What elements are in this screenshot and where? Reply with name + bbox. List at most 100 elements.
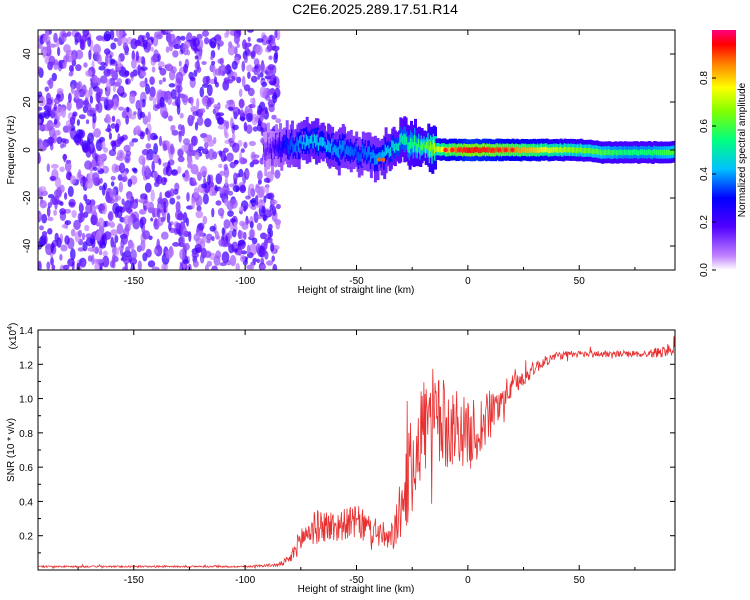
colorbar-tick-4: 0.8 — [699, 71, 710, 85]
noise-speckle — [114, 123, 120, 133]
noise-speckle — [207, 139, 215, 147]
noise-speckle — [53, 209, 57, 216]
noise-speckle — [247, 186, 251, 199]
noise-speckle — [104, 48, 111, 55]
noise-speckle — [154, 217, 158, 227]
top-xtick-1: -150 — [124, 276, 144, 287]
colorbar — [712, 30, 736, 270]
noise-speckle — [137, 260, 142, 270]
noise-speckle — [67, 123, 72, 134]
noise-speckle — [176, 195, 181, 200]
noise-speckle — [191, 115, 195, 121]
noise-speckle — [144, 165, 150, 173]
noise-speckle — [51, 163, 59, 169]
noise-speckle — [41, 213, 48, 224]
noise-speckle — [161, 176, 167, 186]
noise-speckle — [48, 55, 56, 66]
noise-speckle — [225, 120, 230, 130]
noise-speckle — [142, 230, 151, 240]
noise-speckle — [181, 94, 189, 103]
noise-speckle — [246, 30, 254, 33]
bottom-xlabel: Height of straight line (km) — [298, 584, 415, 595]
noise-speckle — [79, 137, 84, 146]
noise-speckle — [49, 175, 57, 181]
noise-speckle — [159, 96, 165, 108]
noise-speckle — [152, 35, 159, 47]
noise-speckle — [125, 246, 130, 253]
noise-speckle — [77, 212, 86, 223]
noise-speckle — [249, 229, 255, 239]
bottom-xtick-3: -50 — [349, 575, 364, 586]
noise-speckle — [130, 249, 137, 261]
noise-speckle — [179, 112, 184, 119]
noise-speckle — [192, 37, 200, 48]
noise-speckle — [90, 214, 97, 225]
noise-speckle — [66, 100, 72, 112]
noise-speckle — [121, 37, 128, 45]
noise-speckle — [126, 194, 132, 201]
noise-speckle — [124, 70, 130, 77]
noise-speckle — [102, 250, 108, 257]
noise-speckle — [105, 54, 109, 67]
noise-speckle — [135, 50, 139, 62]
noise-speckle — [248, 140, 256, 147]
noise-speckle — [115, 30, 124, 39]
noise-speckle — [158, 79, 163, 85]
colorbar-tick-1: 0.2 — [699, 215, 710, 229]
noise-speckle — [194, 55, 199, 60]
noise-speckle — [224, 132, 229, 139]
bottom-xtick-2: -100 — [235, 575, 255, 586]
noise-speckle — [265, 208, 270, 217]
noise-speckle — [239, 116, 246, 121]
noise-speckle — [261, 35, 269, 46]
noise-speckle — [252, 126, 258, 132]
noise-speckle — [125, 115, 129, 125]
noise-speckle — [271, 205, 277, 216]
noise-speckle — [152, 152, 158, 163]
noise-speckle — [92, 172, 100, 183]
noise-speckle — [68, 71, 73, 77]
noise-speckle — [42, 140, 48, 151]
noise-speckle — [172, 50, 179, 58]
noise-speckle — [153, 248, 158, 255]
noise-speckle — [61, 32, 69, 38]
noise-speckle — [73, 219, 81, 230]
noise-speckle — [66, 31, 72, 37]
noise-speckle — [263, 239, 268, 250]
noise-speckle — [161, 231, 169, 240]
noise-speckle — [69, 175, 76, 185]
noise-speckle — [54, 129, 61, 136]
noise-speckle — [251, 159, 260, 165]
noise-speckle — [105, 115, 112, 125]
noise-speckle — [272, 263, 278, 270]
noise-speckle — [183, 63, 189, 74]
noise-speckle — [272, 92, 278, 104]
noise-speckle — [253, 211, 259, 224]
noise-speckle — [218, 163, 223, 168]
ridge-peak — [381, 157, 386, 162]
noise-speckle — [85, 237, 94, 247]
noise-speckle — [259, 86, 267, 98]
noise-speckle — [212, 191, 217, 196]
noise-speckle — [143, 205, 147, 210]
noise-speckle — [129, 242, 135, 251]
noise-speckle — [195, 169, 200, 176]
noise-speckle — [186, 192, 190, 202]
noise-speckle — [151, 66, 156, 73]
noise-speckle — [59, 208, 66, 215]
noise-speckle — [118, 181, 124, 193]
noise-speckle — [246, 244, 251, 255]
noise-speckle — [169, 197, 176, 205]
noise-speckle — [192, 260, 199, 268]
noise-speckle — [245, 170, 250, 178]
noise-speckle — [236, 76, 242, 84]
top-xtick-4: 0 — [465, 276, 471, 287]
noise-speckle — [199, 112, 203, 119]
noise-speckle — [117, 36, 123, 47]
noise-speckle — [219, 187, 223, 194]
noise-speckle — [153, 181, 160, 188]
noise-speckle — [81, 84, 87, 95]
noise-speckle — [240, 255, 246, 263]
noise-speckle — [53, 32, 58, 43]
noise-speckle — [171, 129, 179, 136]
